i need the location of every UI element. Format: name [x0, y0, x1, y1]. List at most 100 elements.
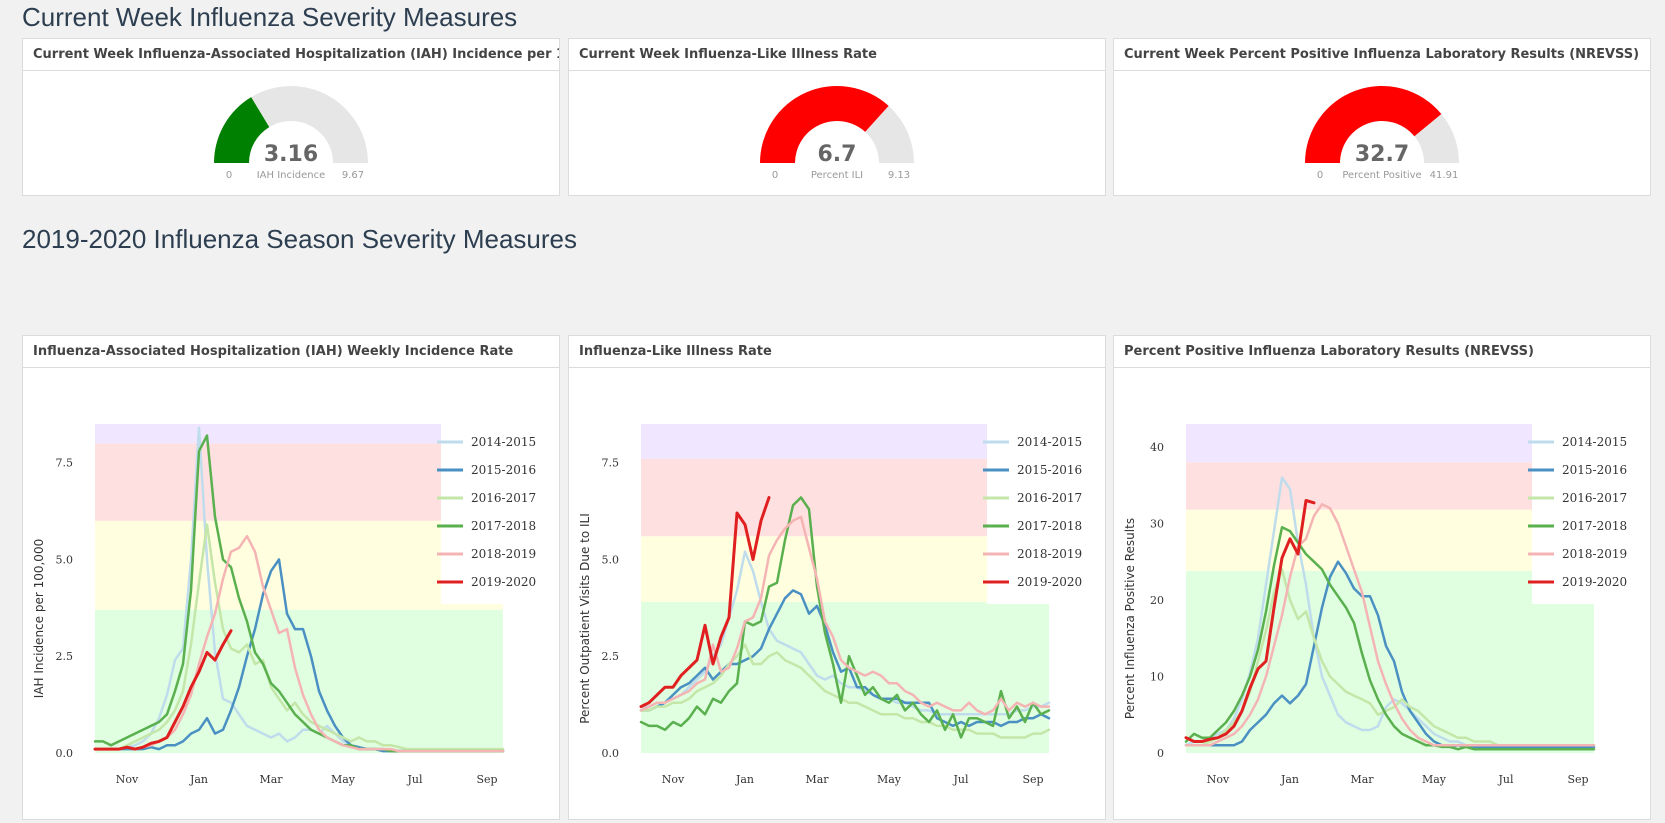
x-tick-label: Sep — [1567, 773, 1588, 786]
gauge-value: 3.16 — [264, 142, 318, 167]
y-axis-label: Percent Outpatient Visits Due to ILI — [578, 513, 592, 724]
y-tick-label: 7.5 — [56, 457, 74, 470]
x-tick-label: Mar — [259, 773, 283, 786]
iah-chart-panel: Influenza-Associated Hospitalization (IA… — [22, 335, 560, 820]
x-tick-label: Mar — [1350, 773, 1374, 786]
gauge-label: IAH Incidence — [257, 170, 326, 181]
x-tick-label: Nov — [1207, 773, 1230, 786]
legend-label: 2015-2016 — [471, 463, 536, 477]
legend-box — [987, 424, 1049, 604]
series-line-2018-2019 — [639, 515, 1051, 716]
x-tick-label: Sep — [1022, 773, 1043, 786]
legend-label: 2015-2016 — [1017, 463, 1082, 477]
y-tick-label: 10 — [1150, 670, 1164, 683]
percent-positive-gauge-header: Current Week Percent Positive Influenza … — [1114, 39, 1650, 71]
gauge-label: Percent Positive — [1342, 170, 1421, 181]
percent-positive-gauge: 32.7 Percent Positive 0 41.91 — [1305, 85, 1459, 181]
gauge-max: 41.91 — [1430, 170, 1459, 181]
gauge-min: 0 — [226, 170, 232, 181]
percent-positive-chart: 0 10 20 30 40 Nov Jan Mar May Jul Sep Percent Influ… — [1123, 424, 1627, 786]
severity-band — [95, 424, 503, 444]
series-line-2015-2016 — [639, 589, 1051, 728]
gauge-min: 0 — [1317, 170, 1323, 181]
gauge-fill — [1305, 85, 1442, 163]
x-tick-label: Jan — [1280, 773, 1299, 786]
iah-chart: 0.0 2.5 5.0 7.5 Nov Jan Mar May Jul Sep IAH Incide… — [32, 424, 536, 786]
gauge-fill — [214, 97, 270, 163]
ili-chart: 0.0 2.5 5.0 7.5 Nov Jan Mar May Jul Sep Percent Ou… — [578, 424, 1082, 786]
y-axis-label: IAH Incidence per 100,000 — [32, 539, 46, 698]
y-tick-label: 0.0 — [602, 747, 620, 760]
iah-gauge: 3.16 IAH Incidence 0 9.67 — [214, 86, 368, 181]
iah-gauge-panel: Current Week Influenza-Associated Hospit… — [22, 38, 560, 196]
ili-gauge-panel: Current Week Influenza-Like Illness Rate… — [568, 38, 1106, 196]
y-tick-label: 5.0 — [602, 553, 620, 566]
y-tick-label: 0.0 — [56, 747, 74, 760]
x-tick-label: Sep — [476, 773, 497, 786]
x-tick-label: Mar — [805, 773, 829, 786]
legend-label: 2015-2016 — [1562, 463, 1627, 477]
x-tick-label: May — [331, 773, 356, 786]
x-tick-label: Jul — [1497, 773, 1513, 786]
gauge-label: Percent ILI — [811, 170, 863, 181]
legend-label: 2014-2015 — [1562, 435, 1627, 449]
x-tick-label: Jul — [406, 773, 422, 786]
legend-box — [1532, 424, 1594, 604]
y-tick-label: 40 — [1150, 441, 1164, 454]
gauge-max: 9.13 — [888, 170, 910, 181]
x-tick-label: Jan — [735, 773, 754, 786]
percent-positive-gauge-panel: Current Week Percent Positive Influenza … — [1113, 38, 1651, 196]
gauge-min: 0 — [772, 170, 778, 181]
gauge-value: 6.7 — [818, 142, 857, 167]
legend-label: 2017-2018 — [1562, 519, 1627, 533]
legend-label: 2017-2018 — [471, 519, 536, 533]
ili-gauge: 6.7 Percent ILI 0 9.13 — [760, 85, 914, 181]
y-tick-label: 0 — [1157, 747, 1164, 760]
series-line-2019-2020 — [1184, 499, 1316, 743]
legend-label: 2016-2017 — [1017, 491, 1082, 505]
y-tick-label: 20 — [1150, 594, 1164, 607]
legend-label: 2016-2017 — [1562, 491, 1627, 505]
legend-label: 2018-2019 — [1017, 547, 1082, 561]
legend-label: 2018-2019 — [1562, 547, 1627, 561]
series-line-2016-2017 — [639, 643, 1051, 739]
legend-label: 2019-2020 — [471, 575, 536, 589]
legend-label: 2014-2015 — [1017, 435, 1082, 449]
legend-label: 2014-2015 — [471, 435, 536, 449]
severity-band — [641, 424, 1049, 459]
legend-label: 2018-2019 — [471, 547, 536, 561]
series-line-2018-2019 — [1184, 503, 1596, 747]
x-tick-label: May — [877, 773, 902, 786]
legend-label: 2019-2020 — [1562, 575, 1627, 589]
gauge-max: 9.67 — [342, 170, 364, 181]
y-axis-label: Percent Influenza Positive Results — [1123, 518, 1137, 719]
ili-chart-panel: Influenza-Like Illness Rate 0.0 2.5 5.0 7.5… — [568, 335, 1106, 820]
iah-gauge-header: Current Week Influenza-Associated Hospit… — [23, 39, 559, 71]
severity-band — [1186, 424, 1594, 463]
series-line-2019-2020 — [639, 496, 771, 709]
severity-band — [1186, 509, 1594, 571]
series-line-2017-2018 — [1184, 526, 1596, 751]
x-tick-label: May — [1422, 773, 1447, 786]
series-line-2017-2018 — [639, 496, 1051, 739]
severity-band — [95, 520, 503, 610]
gauge-value: 32.7 — [1355, 142, 1409, 167]
ili-gauge-header: Current Week Influenza-Like Illness Rate — [569, 39, 1105, 71]
y-tick-label: 7.5 — [602, 457, 620, 470]
severity-band — [641, 536, 1049, 603]
series-line-2019-2020 — [93, 629, 233, 751]
ili-chart-header: Influenza-Like Illness Rate — [569, 336, 1105, 368]
y-tick-label: 5.0 — [56, 553, 74, 566]
y-tick-label: 2.5 — [602, 650, 620, 663]
x-tick-label: Jan — [189, 773, 208, 786]
legend-label: 2017-2018 — [1017, 519, 1082, 533]
series-line-2015-2016 — [1184, 560, 1596, 749]
x-tick-label: Jul — [952, 773, 968, 786]
iah-chart-header: Influenza-Associated Hospitalization (IA… — [23, 336, 559, 368]
percent-positive-chart-header: Percent Positive Influenza Laboratory Re… — [1114, 336, 1650, 368]
severity-band — [95, 443, 503, 521]
series-line-2016-2017 — [93, 523, 505, 751]
severity-band — [641, 458, 1049, 537]
y-tick-label: 30 — [1150, 517, 1164, 530]
y-tick-label: 2.5 — [56, 650, 74, 663]
